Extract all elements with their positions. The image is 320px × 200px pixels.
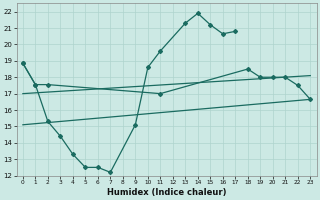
X-axis label: Humidex (Indice chaleur): Humidex (Indice chaleur) bbox=[107, 188, 226, 197]
